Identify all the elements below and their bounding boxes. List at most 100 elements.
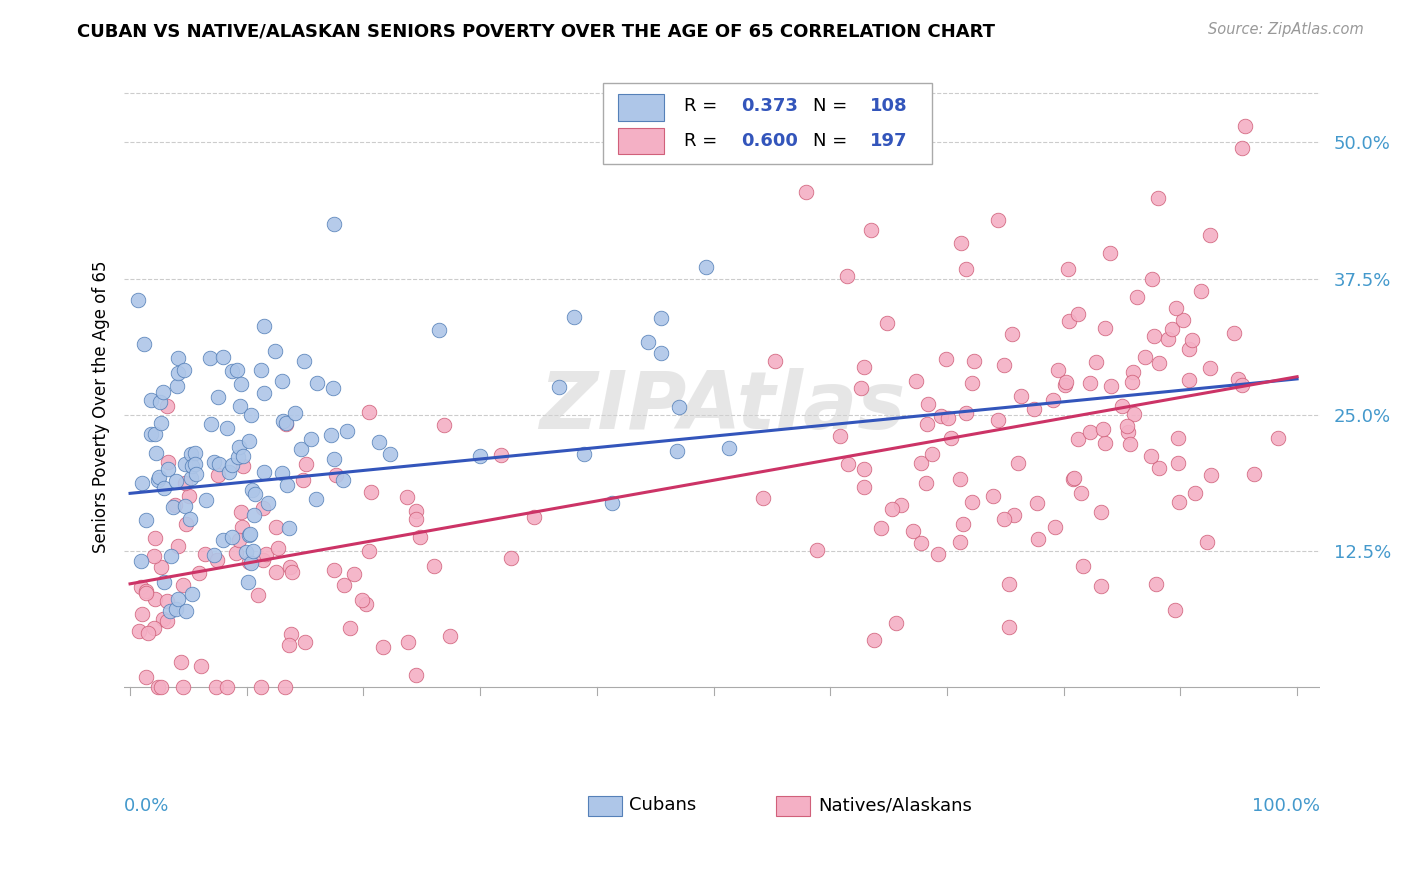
Point xyxy=(405,504,427,518)
Point xyxy=(360,484,382,499)
Point xyxy=(993,511,1015,525)
Point xyxy=(1053,378,1076,392)
Point xyxy=(174,499,197,513)
Point xyxy=(433,418,456,433)
Point xyxy=(290,442,312,457)
Point xyxy=(650,310,672,325)
Point xyxy=(1099,379,1122,393)
Point xyxy=(1146,191,1168,205)
Point xyxy=(859,222,882,236)
Point xyxy=(228,533,250,548)
Point xyxy=(343,566,366,581)
Point xyxy=(339,621,361,635)
Point xyxy=(143,427,166,442)
Point xyxy=(127,293,149,307)
Point xyxy=(156,594,179,608)
Point xyxy=(148,470,170,484)
Point xyxy=(135,670,157,684)
Point xyxy=(1078,376,1101,391)
Point xyxy=(1230,378,1253,392)
Text: 100.0%: 100.0% xyxy=(1253,797,1320,815)
Point xyxy=(905,374,928,388)
Point xyxy=(564,310,586,324)
Point xyxy=(915,476,938,491)
Point xyxy=(910,456,932,470)
Point xyxy=(271,414,294,428)
Point xyxy=(202,549,225,563)
Point xyxy=(162,500,184,515)
Point xyxy=(274,417,297,431)
Point xyxy=(221,364,243,378)
Point xyxy=(167,366,190,380)
Point xyxy=(253,386,276,401)
Point xyxy=(180,471,202,485)
Point xyxy=(1116,425,1139,439)
Point xyxy=(1007,456,1029,470)
Point xyxy=(1167,456,1189,470)
Point xyxy=(371,640,394,655)
Text: N =: N = xyxy=(813,96,853,115)
Point xyxy=(1122,408,1144,422)
Point xyxy=(1164,301,1187,316)
Point xyxy=(1143,329,1166,343)
Point xyxy=(1024,402,1046,417)
Point xyxy=(1078,425,1101,439)
Point xyxy=(238,555,260,569)
Point xyxy=(523,510,546,524)
Point xyxy=(245,487,267,501)
Point xyxy=(1189,285,1212,299)
Point xyxy=(1126,289,1149,303)
Point xyxy=(325,467,347,482)
Point xyxy=(184,446,207,460)
Point xyxy=(321,427,343,442)
Point xyxy=(917,397,939,411)
Point xyxy=(266,566,288,580)
Point xyxy=(948,472,970,486)
Point xyxy=(927,548,949,562)
Point xyxy=(929,409,952,424)
Point xyxy=(254,547,277,561)
Point xyxy=(354,597,377,611)
Point xyxy=(187,566,209,580)
Point xyxy=(184,467,207,482)
Point xyxy=(1178,373,1201,387)
Point xyxy=(717,442,740,456)
Point xyxy=(1178,342,1201,356)
Point xyxy=(1090,505,1112,519)
Point xyxy=(935,352,957,367)
Point xyxy=(253,318,276,333)
Point xyxy=(665,443,688,458)
Point xyxy=(955,261,977,276)
Point xyxy=(166,379,188,393)
Point xyxy=(332,473,354,487)
Point xyxy=(405,512,427,526)
Point xyxy=(1144,577,1167,591)
Text: 0.600: 0.600 xyxy=(741,132,799,150)
Point xyxy=(299,432,322,446)
Point xyxy=(852,359,875,374)
Point xyxy=(240,557,263,571)
Point xyxy=(1001,326,1024,341)
Point xyxy=(1059,314,1081,328)
Point xyxy=(271,466,294,480)
Point xyxy=(548,380,571,394)
Bar xyxy=(619,94,664,120)
Point xyxy=(139,427,162,442)
Point xyxy=(215,681,238,695)
Point xyxy=(194,547,217,561)
Point xyxy=(226,363,249,377)
Point xyxy=(1056,261,1078,276)
Text: Natives/Alaskans: Natives/Alaskans xyxy=(818,797,972,814)
Point xyxy=(156,461,179,475)
Point xyxy=(246,588,269,602)
Point xyxy=(1173,313,1195,327)
Point xyxy=(1116,418,1139,433)
Point xyxy=(239,527,262,541)
Point xyxy=(949,535,972,549)
Point xyxy=(284,406,307,420)
Point xyxy=(952,516,974,531)
Point xyxy=(174,604,197,618)
Point xyxy=(174,516,197,531)
Point xyxy=(229,377,252,392)
Point xyxy=(1121,375,1143,389)
